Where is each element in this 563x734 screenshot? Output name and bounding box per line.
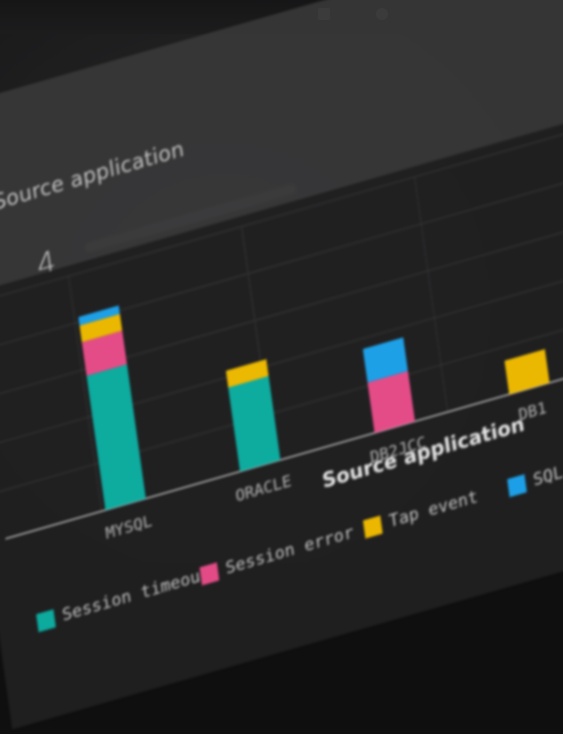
bar-segment xyxy=(225,359,269,388)
x-tick-label: MYSQL xyxy=(104,511,153,543)
bar-segment xyxy=(79,313,123,343)
card-title: Source application xyxy=(0,136,186,216)
bar-segment xyxy=(228,375,281,472)
grid-line-h xyxy=(0,104,563,305)
legend-label: Session timeout xyxy=(61,564,211,626)
bar-segment xyxy=(504,349,550,395)
legend-label: Session error xyxy=(224,523,355,580)
grid-line-v xyxy=(68,276,103,512)
bar-segment xyxy=(81,330,127,376)
x-tick-label: ORACLE xyxy=(234,471,292,506)
grid-line-v xyxy=(414,176,449,413)
bar-segment xyxy=(362,337,408,383)
legend-swatch xyxy=(362,515,383,539)
x-axis-label: Source application xyxy=(321,411,526,493)
legend-label: SQL xyxy=(532,463,563,491)
bar-segment xyxy=(86,364,146,511)
legend-swatch xyxy=(36,609,56,633)
bar-segment xyxy=(78,305,120,326)
bars xyxy=(78,305,550,511)
legend-swatch xyxy=(507,474,527,498)
legend-label: Tap event xyxy=(388,487,479,532)
bar-segment xyxy=(367,370,415,433)
